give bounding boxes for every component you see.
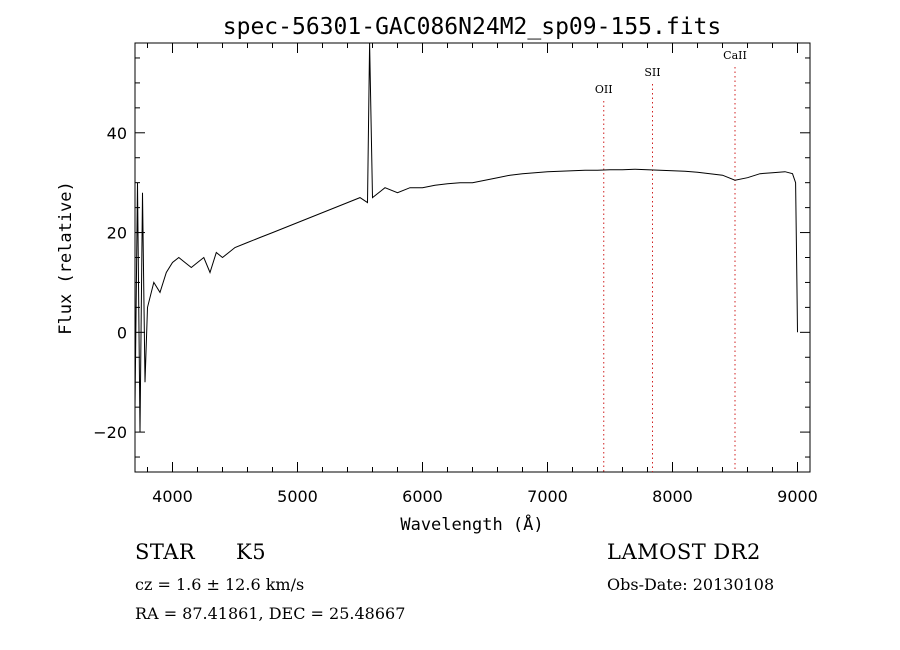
spectrum-chart: spec-56301-GAC086N24M2_sp09-155.fits 400…	[56, 14, 818, 535]
coordinates: RA = 87.41861, DEC = 25.48667	[135, 604, 406, 623]
x-tick-label: 7000	[527, 487, 568, 506]
chart-title: spec-56301-GAC086N24M2_sp09-155.fits	[223, 14, 722, 40]
object-subclass: K5	[236, 540, 267, 564]
x-tick-label: 6000	[402, 487, 443, 506]
y-tick-label: 20	[107, 224, 127, 243]
survey-name: LAMOST DR2	[607, 540, 761, 564]
redshift-info: cz = 1.6 ± 12.6 km/s	[135, 575, 305, 594]
y-axis-label: Flux (relative)	[56, 181, 76, 335]
spectrum-line	[134, 42, 798, 433]
plot-frame	[134, 42, 811, 473]
y-tick-label: −20	[93, 423, 127, 442]
x-tick-label: 4000	[152, 487, 193, 506]
y-tick-label: 40	[107, 124, 127, 143]
x-axis-label: Wavelength (Å)	[400, 513, 543, 535]
observation-date: Obs-Date: 20130108	[607, 575, 775, 594]
x-tick-label: 9000	[777, 487, 818, 506]
x-tick-label: 8000	[652, 487, 693, 506]
y-axis-ticks: −20 0 20 40	[93, 57, 810, 458]
spectral-line-label: OII	[595, 83, 613, 96]
y-tick-label: 0	[117, 323, 127, 342]
spectral-line-label: CaII	[723, 49, 747, 62]
spectral-line-markers: OII SII CaII	[595, 49, 747, 472]
object-class: STAR	[135, 540, 196, 564]
x-tick-label: 5000	[277, 487, 318, 506]
x-axis-ticks: 4000 5000 6000 7000 8000 9000	[147, 43, 818, 506]
spectral-line-label: SII	[644, 66, 660, 79]
